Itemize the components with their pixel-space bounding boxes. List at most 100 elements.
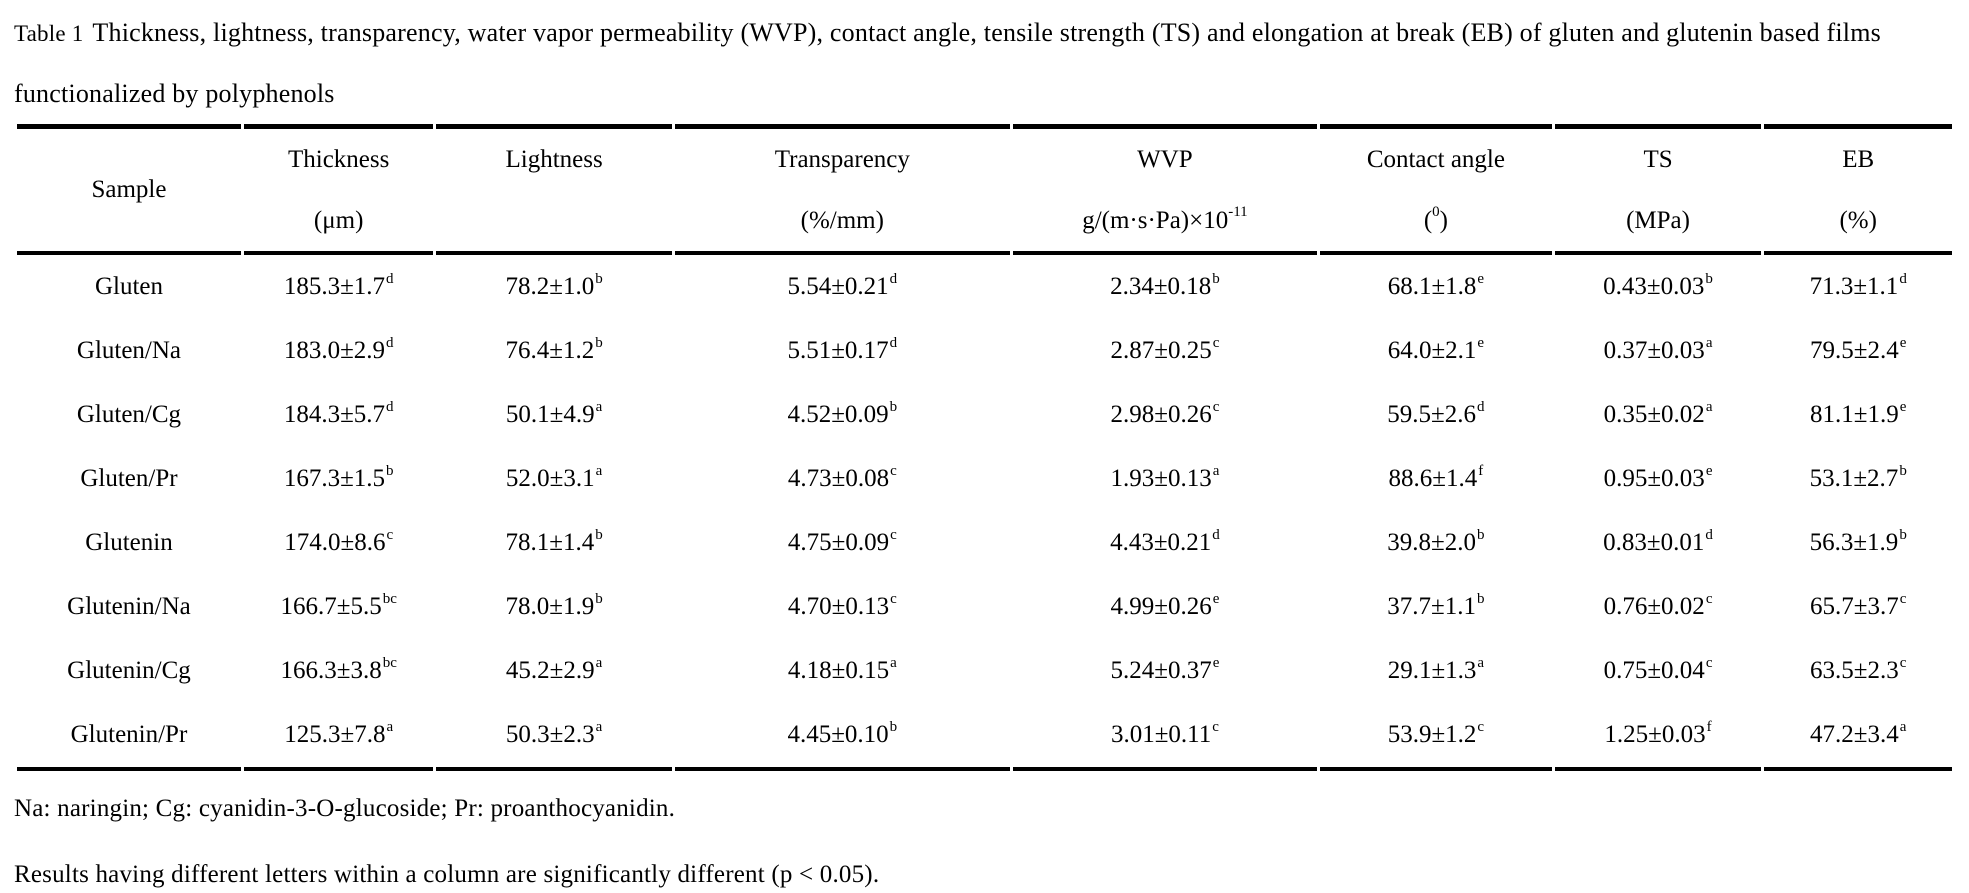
sample-cell: Gluten bbox=[94, 273, 163, 301]
significance-letter: c bbox=[1212, 335, 1220, 352]
significance-letter: b bbox=[1212, 271, 1220, 288]
significance-letter: c bbox=[1477, 719, 1485, 736]
significance-letter: d bbox=[1477, 399, 1485, 416]
value-cell: 184.3±5.7d bbox=[283, 399, 394, 429]
value-cell: 68.1±1.8e bbox=[1387, 271, 1485, 301]
header-wvp: WVP bbox=[1012, 124, 1318, 191]
header-eb: EB bbox=[1764, 124, 1952, 191]
header-contact-angle: Contact angle bbox=[1320, 124, 1552, 191]
significance-letter: f bbox=[1706, 719, 1712, 736]
value-cell: 183.0±2.9d bbox=[283, 335, 394, 365]
value-cell: 0.35±0.02a bbox=[1603, 399, 1713, 429]
value-cell: 4.45±0.10b bbox=[674, 703, 1010, 772]
value-cell: 78.2±1.0b bbox=[505, 271, 603, 301]
significance-letter: a bbox=[1477, 655, 1485, 672]
header-sample: Sample bbox=[17, 124, 241, 256]
value-cell: 1.25±0.03f bbox=[1554, 703, 1762, 772]
value-cell: 0.95±0.03e bbox=[1603, 463, 1713, 493]
value-cell: 59.5±2.6d bbox=[1387, 399, 1485, 429]
value-cell: 4.43±0.21d bbox=[1110, 527, 1220, 557]
value-cell: 29.1±1.3a bbox=[1387, 655, 1485, 685]
value-cell: 39.8±2.0b bbox=[1387, 527, 1485, 557]
significance-letter: b bbox=[595, 271, 603, 288]
sample-cell: Gluten/Na bbox=[76, 337, 182, 365]
sample-cell: Glutenin bbox=[85, 529, 173, 557]
table-body: Gluten 185.3±1.7d 78.2±1.0b 5.54±0.21d 2.34±… bbox=[17, 255, 1952, 772]
unit-ts: (MPa) bbox=[1554, 191, 1762, 256]
value-cell: 0.37±0.03a bbox=[1603, 335, 1713, 365]
header-transparency: Transparency bbox=[674, 124, 1010, 191]
significance-letter: b bbox=[595, 527, 603, 544]
value-cell: 174.0±8.6c bbox=[284, 527, 394, 557]
value-cell: 56.3±1.9b bbox=[1809, 527, 1907, 557]
significance-letter: d bbox=[889, 271, 898, 288]
unit-transparency: (%/mm) bbox=[674, 191, 1010, 256]
significance-letter: e bbox=[1477, 271, 1485, 288]
significance-letter: c bbox=[890, 527, 897, 544]
footnote-significance: Results having different letters within … bbox=[14, 861, 880, 889]
significance-letter: a bbox=[1705, 399, 1713, 416]
value-cell: 1.93±0.13a bbox=[1110, 463, 1220, 493]
table-row: Glutenin/Pr 125.3±7.8a 50.3±2.3a 4.45±0.10b… bbox=[17, 703, 1952, 772]
value-cell: 4.73±0.08c bbox=[787, 463, 897, 493]
significance-letter: a bbox=[595, 463, 603, 480]
significance-letter: b bbox=[889, 399, 898, 416]
significance-letter: bc bbox=[382, 655, 397, 672]
header-thickness: Thickness bbox=[243, 124, 434, 191]
significance-letter: a bbox=[595, 719, 603, 736]
significance-letter: c bbox=[386, 527, 394, 544]
value-cell: 4.70±0.13c bbox=[787, 591, 897, 621]
significance-letter: a bbox=[595, 399, 603, 416]
value-cell: 50.1±4.9a bbox=[505, 399, 603, 429]
value-cell: 5.51±0.17d bbox=[787, 335, 898, 365]
value-cell: 53.9±1.2c bbox=[1320, 703, 1552, 772]
value-cell: 52.0±3.1a bbox=[505, 463, 603, 493]
table-row: Gluten/Pr 167.3±1.5b 52.0±3.1a 4.73±0.08c 1.… bbox=[17, 447, 1952, 511]
unit-wvp: g/(m·s·Pa)×10-11 bbox=[1012, 191, 1318, 256]
data-table: Sample Thickness Lightness Transparency WVP C… bbox=[14, 124, 1955, 772]
table-row: Gluten/Na 183.0±2.9d 76.4±1.2b 5.51±0.17d 2.… bbox=[17, 319, 1952, 383]
significance-letter: d bbox=[1705, 527, 1713, 544]
value-cell: 4.75±0.09c bbox=[787, 527, 897, 557]
significance-letter: b bbox=[1477, 591, 1485, 608]
value-cell: 3.01±0.11c bbox=[1012, 703, 1318, 772]
value-cell: 185.3±1.7d bbox=[283, 271, 394, 301]
sample-cell: Gluten/Cg bbox=[76, 401, 182, 429]
significance-letter: b bbox=[1899, 527, 1907, 544]
significance-letter: e bbox=[1899, 399, 1907, 416]
value-cell: 71.3±1.1d bbox=[1809, 271, 1907, 301]
value-cell: 5.24±0.37e bbox=[1110, 655, 1220, 685]
header-ts: TS bbox=[1554, 124, 1762, 191]
significance-letter: c bbox=[1212, 399, 1220, 416]
significance-letter: c bbox=[1899, 591, 1907, 608]
value-cell: 63.5±2.3c bbox=[1809, 655, 1907, 685]
table-row: Gluten 185.3±1.7d 78.2±1.0b 5.54±0.21d 2.34±… bbox=[17, 255, 1952, 319]
value-cell: 88.6±1.4f bbox=[1388, 463, 1484, 493]
significance-letter: a bbox=[890, 655, 897, 672]
table-row: Glutenin/Cg 166.3±3.8bc 45.2±2.9a 4.18±0.15… bbox=[17, 639, 1952, 703]
table-caption: Table 1 Thickness, lightness, transparenc… bbox=[14, 2, 1955, 124]
value-cell: 166.7±5.5bc bbox=[280, 591, 397, 621]
sample-cell: Glutenin/Na bbox=[67, 593, 191, 621]
value-cell: 2.34±0.18b bbox=[1110, 271, 1220, 301]
table-row: Glutenin/Na 166.7±5.5bc 78.0±1.9b 4.70±0.13… bbox=[17, 575, 1952, 639]
significance-letter: c bbox=[1212, 719, 1219, 736]
table-row: Gluten/Cg 184.3±5.7d 50.1±4.9a 4.52±0.09b 2.… bbox=[17, 383, 1952, 447]
significance-letter: d bbox=[1212, 527, 1220, 544]
value-cell: 4.18±0.15a bbox=[787, 655, 897, 685]
unit-thickness: (μm) bbox=[243, 191, 434, 256]
value-cell: 125.3±7.8a bbox=[243, 703, 434, 772]
significance-letter: c bbox=[1899, 655, 1907, 672]
table-header: Sample Thickness Lightness Transparency WVP C… bbox=[17, 124, 1952, 256]
sample-cell: Glutenin/Cg bbox=[67, 657, 191, 685]
value-cell: 2.87±0.25c bbox=[1110, 335, 1220, 365]
value-cell: 4.52±0.09b bbox=[787, 399, 898, 429]
significance-letter: a bbox=[386, 719, 394, 736]
value-cell: 47.2±3.4a bbox=[1764, 703, 1952, 772]
value-cell: 53.1±2.7b bbox=[1809, 463, 1907, 493]
value-cell: 166.3±3.8bc bbox=[280, 655, 397, 685]
sample-cell: Glutenin/Pr bbox=[17, 703, 241, 772]
significance-letter: e bbox=[1477, 335, 1485, 352]
value-cell: 81.1±1.9e bbox=[1809, 399, 1907, 429]
value-cell: 50.3±2.3a bbox=[436, 703, 672, 772]
